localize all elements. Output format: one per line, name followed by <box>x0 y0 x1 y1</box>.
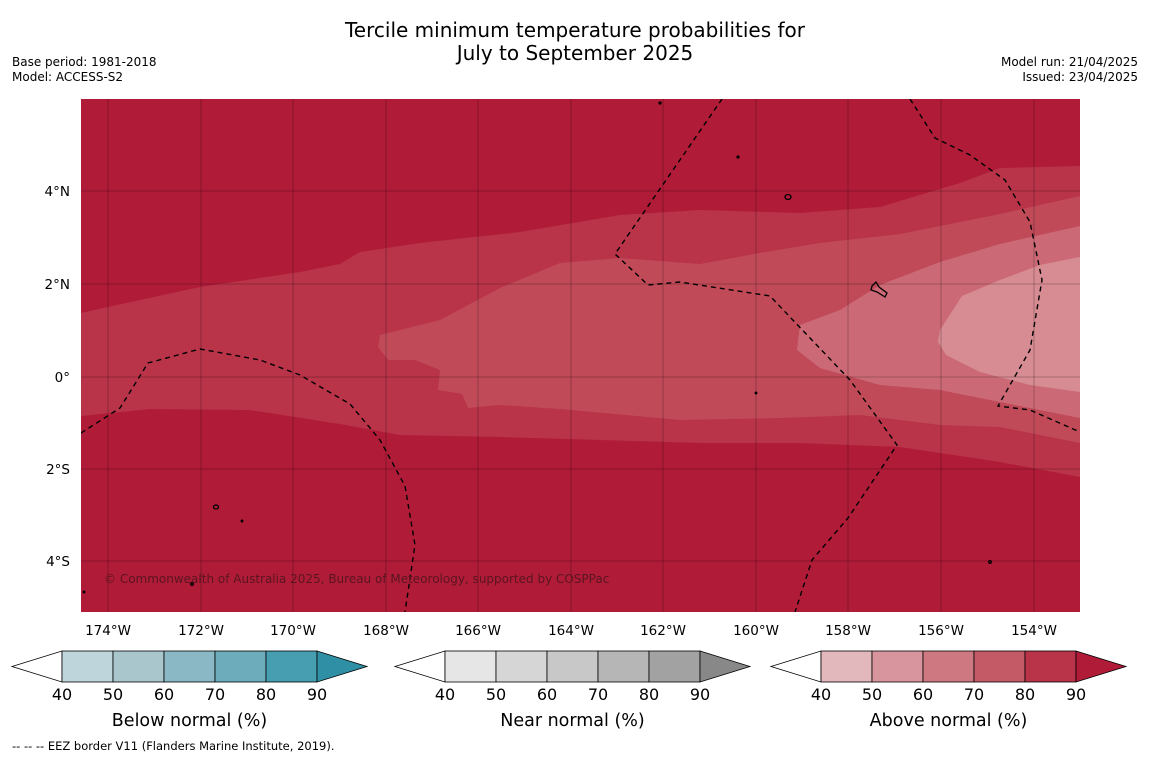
colorbar-segment <box>163 650 216 683</box>
islands <box>82 101 992 594</box>
colorbar-tick-label: 80 <box>639 685 659 704</box>
islet-7 <box>754 391 758 395</box>
lon-tick-label: 162°W <box>640 623 686 639</box>
colorbar-segment <box>871 650 924 683</box>
colorbar-tick-label: 90 <box>690 685 710 704</box>
colorbar-tick-label: 90 <box>307 685 327 704</box>
colorbar-segment <box>265 650 318 683</box>
lon-tick-label: 174°W <box>85 623 131 639</box>
map-title-line2: July to September 2025 <box>456 41 694 65</box>
lon-tick-label: 160°W <box>733 623 779 639</box>
island-north <box>784 193 792 201</box>
probability-shading <box>81 99 1080 612</box>
lat-tick-label: 4°S <box>46 554 70 570</box>
colorbar-tick-label: 50 <box>486 685 506 704</box>
colorbar-tick-label: 50 <box>103 685 123 704</box>
colorbar-high-extension <box>1075 650 1128 683</box>
lat-tick-label: 2°N <box>45 277 70 293</box>
colorbars: 40 50 60 70 80 90 Below normal (%) 40 50 60 70 80 90… <box>10 650 1128 731</box>
colorbar-low-extension <box>769 650 822 683</box>
copyright-text: © Commonwealth of Australia 2025, Bureau… <box>104 572 609 586</box>
colorbar-segment <box>61 650 114 683</box>
colorbar-tick-label: 60 <box>537 685 557 704</box>
islet-4 <box>988 560 992 564</box>
colorbar-title: Near normal (%) <box>500 711 645 731</box>
colorbar-title: Above normal (%) <box>870 711 1028 731</box>
colorbar-low-extension <box>393 650 446 683</box>
island-kiritimati <box>870 280 888 298</box>
eez-footnote: -- -- -- EEZ border V11 (Flanders Marine… <box>12 739 335 753</box>
colorbar-tick-label: 90 <box>1066 685 1086 704</box>
longitude-labels: 174°W 172°W 170°W 168°W 166°W 164°W 162°W 160°W… <box>85 623 1057 639</box>
colorbar-segment <box>922 650 975 683</box>
lon-tick-label: 172°W <box>178 623 224 639</box>
lat-tick-label: 0° <box>55 370 70 386</box>
colorbar-segment <box>444 650 497 683</box>
colorbar-tick-label: 60 <box>913 685 933 704</box>
colorbar-segment <box>495 650 548 683</box>
islet-3 <box>190 582 194 586</box>
colorbar-tick-label: 40 <box>811 685 831 704</box>
colorbar-title: Below normal (%) <box>112 711 267 731</box>
island-southwest <box>212 504 220 510</box>
latitude-labels: 4°N 2°N 0° 2°S 4°S <box>45 184 70 570</box>
colorbar-segment <box>1024 650 1077 683</box>
base-period-text: Base period: 1981-2018 <box>12 55 157 69</box>
colorbar-tick-label: 80 <box>1015 685 1035 704</box>
model-run-text: Model run: 21/04/2025 <box>1000 55 1138 69</box>
shade-40-50 <box>938 257 1080 392</box>
colorbar-segment <box>648 650 701 683</box>
colorbar-segment <box>820 650 873 683</box>
colorbar-tick-label: 80 <box>256 685 276 704</box>
lon-tick-label: 166°W <box>455 623 501 639</box>
issued-text: Issued: 23/04/2025 <box>1022 70 1138 84</box>
lon-tick-label: 156°W <box>918 623 964 639</box>
colorbar-low-extension <box>10 650 63 683</box>
colorbar-tick-label: 40 <box>435 685 455 704</box>
islet-6 <box>82 590 86 594</box>
lon-tick-label: 158°W <box>825 623 871 639</box>
lon-tick-label: 170°W <box>270 623 316 639</box>
islet-5 <box>240 519 244 523</box>
lon-tick-label: 168°W <box>363 623 409 639</box>
lat-tick-label: 2°S <box>46 462 70 478</box>
eez-borders <box>81 99 1080 612</box>
lat-tick-label: 4°N <box>45 184 70 200</box>
colorbar-segment <box>214 650 267 683</box>
lon-tick-label: 164°W <box>548 623 594 639</box>
colorbar-tick-label: 70 <box>588 685 608 704</box>
colorbar-segment <box>112 650 165 683</box>
colorbar-tick-label: 70 <box>964 685 984 704</box>
colorbar-tick-label: 70 <box>205 685 225 704</box>
colorbar-segment <box>597 650 650 683</box>
colorbar-tick-label: 40 <box>52 685 72 704</box>
graticule <box>81 99 1080 612</box>
lon-tick-label: 154°W <box>1011 623 1057 639</box>
colorbar-tick-label: 60 <box>154 685 174 704</box>
islet-1 <box>658 101 662 105</box>
colorbar-tick-label: 50 <box>862 685 882 704</box>
colorbar-high-extension <box>316 650 369 683</box>
map-title-line1: Tercile minimum temperature probabilitie… <box>344 18 806 42</box>
colorbar-segment <box>973 650 1026 683</box>
colorbar-segment <box>546 650 599 683</box>
colorbar-high-extension <box>699 650 752 683</box>
model-text: Model: ACCESS-S2 <box>12 70 124 84</box>
islet-2 <box>736 155 740 159</box>
